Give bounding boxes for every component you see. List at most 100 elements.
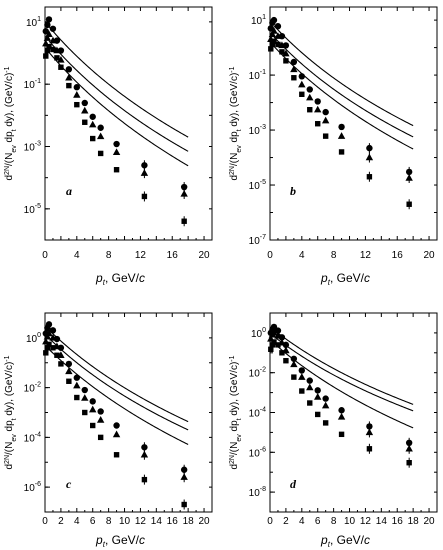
x-tick-label: 16 — [392, 516, 404, 527]
y-tick-label: 10-2 — [24, 382, 41, 395]
square-marker-12 — [141, 476, 148, 483]
triangle-marker-5 — [282, 49, 290, 57]
square-marker-11 — [113, 167, 120, 173]
chart-panel-c: 0 2 4 6 8 10 12 14 16 18 20 100 10-2 10-4 10-6 c pt, GeV… — [4, 312, 213, 549]
triangle-marker-2 — [45, 30, 53, 37]
x-tick-label: 0 — [42, 250, 48, 261]
y-tick-label: 10-4 — [249, 407, 266, 420]
square-marker-7 — [74, 394, 80, 401]
y-tick-label: 101 — [26, 16, 41, 29]
square-marker-8 — [82, 119, 88, 125]
fit-curve-2 — [48, 337, 189, 431]
square-marker-3 — [50, 345, 56, 351]
x-tick-label: 12 — [360, 516, 372, 527]
x-tick-label: 10 — [344, 516, 356, 527]
triangle-marker-9 — [89, 120, 97, 128]
triangle-marker-12 — [140, 450, 149, 458]
triangle-marker-3 — [49, 333, 57, 341]
series-square — [43, 43, 187, 227]
circle-marker-2 — [45, 16, 53, 23]
triangle-marker-10 — [321, 116, 330, 124]
circle-marker-6 — [290, 58, 298, 66]
circle-marker-8 — [306, 86, 313, 93]
x-tick-label: 8 — [331, 516, 337, 527]
series-square — [268, 38, 412, 210]
triangle-marker-7 — [298, 80, 306, 88]
fit-curve-3 — [48, 348, 189, 445]
circle-marker-11 — [338, 407, 345, 414]
square-marker-8 — [82, 409, 88, 416]
square-marker-7 — [299, 91, 305, 97]
circle-marker-11 — [338, 123, 345, 131]
circle-marker-12 — [141, 162, 148, 169]
circle-marker-2 — [270, 16, 278, 24]
y-axis-label: d2N/(Nev dpt dy), (GeV/c)-1 — [4, 66, 18, 180]
triangle-marker-12 — [365, 428, 374, 436]
x-tick-label: 12 — [135, 250, 147, 261]
x-tick-label: 2 — [58, 516, 64, 527]
y-tick-label: 10-1 — [24, 78, 41, 91]
triangle-marker-1 — [43, 332, 52, 340]
x-tick-label: 4 — [74, 250, 80, 261]
circle-marker-7 — [298, 367, 306, 374]
circle-marker-10 — [322, 395, 329, 402]
triangle-marker-11 — [337, 412, 346, 420]
square-marker-13 — [181, 218, 187, 224]
x-tick-label: 6 — [315, 516, 321, 527]
y-tick-label: 10-5 — [24, 203, 41, 216]
x-tick-label: 0 — [267, 250, 273, 261]
triangle-marker-6 — [290, 360, 298, 368]
series-circle — [42, 16, 188, 193]
triangle-marker-1 — [43, 34, 52, 41]
triangle-marker-10 — [96, 132, 105, 140]
y-tick-label: 10-5 — [249, 179, 266, 192]
square-marker-9 — [90, 135, 96, 142]
circle-marker-5 — [57, 344, 65, 351]
square-marker-10 — [322, 133, 329, 139]
square-marker-4 — [279, 350, 285, 356]
circle-marker-1 — [44, 21, 51, 29]
square-marker-8 — [307, 400, 313, 406]
circle-marker-12 — [366, 144, 373, 152]
series-square — [268, 339, 412, 468]
series-circle — [267, 16, 413, 177]
chart-panel-d: 0 2 4 6 8 10 12 14 16 18 20 100 10-2 10-4 10-6 10-8 d pt,… — [229, 312, 438, 549]
x-tick-label: 20 — [423, 250, 435, 261]
square-marker-5 — [283, 358, 289, 364]
y-axis-label: d2N/(Nev dpt dy), (GeV/c)-1 — [4, 355, 18, 469]
square-marker-0 — [268, 46, 274, 52]
triangle-marker-3 — [274, 32, 282, 39]
x-tick-label: 18 — [183, 516, 195, 527]
triangle-marker-2 — [270, 27, 278, 34]
circle-marker-9 — [89, 113, 96, 120]
square-marker-0 — [268, 346, 274, 352]
square-marker-11 — [338, 149, 345, 155]
triangle-marker-12 — [140, 169, 149, 176]
circle-marker-3 — [49, 327, 57, 334]
circle-marker-12 — [141, 444, 148, 451]
y-tick-label: 101 — [251, 14, 266, 27]
square-marker-7 — [299, 388, 305, 394]
fit-curve-1 — [273, 329, 414, 405]
triangle-marker-11 — [112, 148, 121, 156]
triangle-marker-9 — [314, 393, 322, 400]
y-axis-label: d2N/(Nev dpt dy), (GeV/c)-1 — [229, 355, 243, 469]
circle-marker-3 — [274, 23, 282, 30]
triangle-marker-12 — [365, 153, 374, 161]
square-marker-10 — [97, 150, 104, 157]
triangle-marker-3 — [274, 331, 282, 339]
triangle-marker-13 — [180, 189, 188, 197]
circle-marker-8 — [81, 99, 88, 107]
square-marker-3 — [275, 41, 281, 48]
circle-marker-10 — [322, 108, 329, 116]
square-marker-8 — [307, 107, 313, 113]
circle-marker-8 — [81, 386, 88, 394]
x-tick-label: 16 — [167, 250, 179, 261]
circle-marker-13 — [405, 168, 413, 176]
y-tick-label: 10-7 — [249, 234, 266, 247]
square-marker-1 — [269, 41, 276, 48]
square-marker-3 — [50, 46, 56, 53]
x-tick-label: 18 — [408, 516, 420, 527]
x-tick-label: 16 — [167, 516, 179, 527]
x-tick-label: 10 — [119, 516, 131, 527]
